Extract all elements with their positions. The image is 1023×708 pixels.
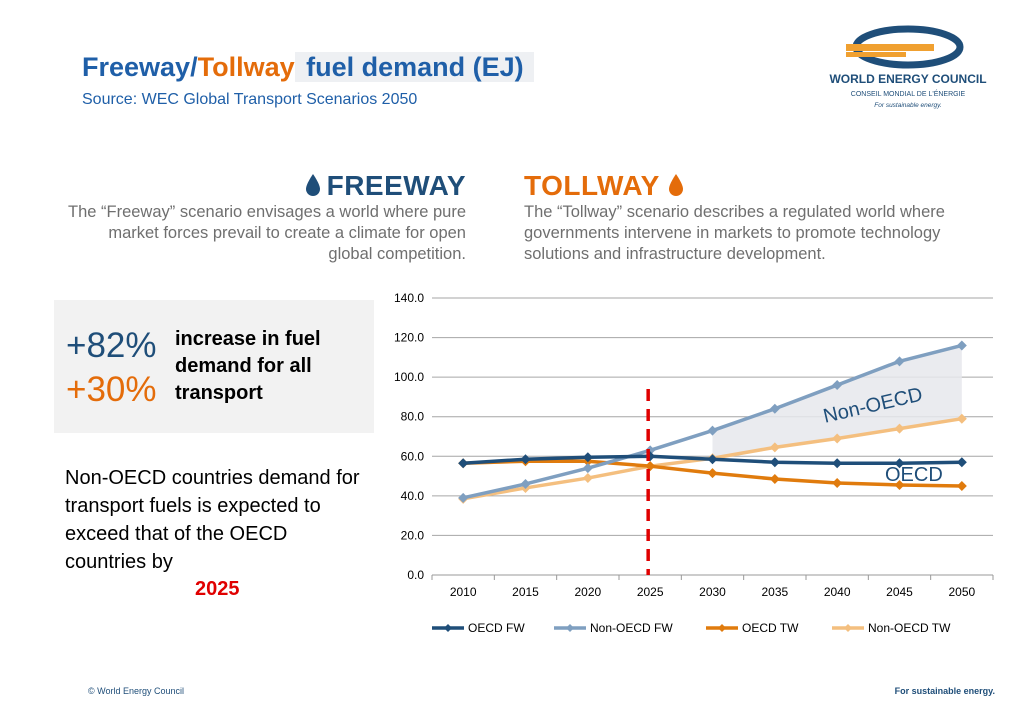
data-point — [956, 340, 967, 351]
data-point — [832, 433, 843, 444]
freeway-increase-pct: +82% — [66, 326, 157, 365]
legend-label: OECD TW — [742, 621, 799, 635]
x-tick-label: 2030 — [699, 585, 726, 599]
x-tick-label: 2015 — [512, 585, 539, 599]
data-point — [458, 492, 469, 503]
data-point — [645, 445, 656, 456]
page-subtitle: Source: WEC Global Transport Scenarios 2… — [82, 91, 418, 108]
fuel-demand-chart: 0.0 20.0 40.0 60.0 80.0 100.0 120.0 140.0 2010 20… — [394, 291, 994, 635]
stat-box: +82% +30% increase in fuel demand for al… — [54, 300, 374, 433]
tollway-heading: TOLLWAY — [524, 170, 660, 201]
data-point — [582, 452, 593, 463]
legend-label: Non-OECD FW — [590, 621, 673, 635]
tollway-heading-row: TOLLWAY — [524, 170, 964, 202]
title-tollway: Tollway — [197, 52, 295, 82]
data-point — [894, 356, 905, 367]
legend-marker — [566, 624, 574, 632]
data-point — [894, 423, 905, 434]
data-point — [832, 458, 843, 469]
legend-label: Non-OECD TW — [868, 621, 951, 635]
freeway-scenario: FREEWAY The “Freeway” scenario envisages… — [60, 170, 466, 265]
title-freeway: Freeway — [82, 52, 191, 82]
x-tick-label: 2020 — [574, 585, 601, 599]
y-tick-label: 0.0 — [407, 568, 424, 582]
tollway-increase-pct: +30% — [66, 370, 157, 409]
freeway-heading: FREEWAY — [326, 170, 466, 201]
data-point — [894, 479, 905, 490]
data-point — [894, 458, 905, 469]
footer-copyright: © World Energy Council — [88, 686, 185, 696]
y-tick-label: 100.0 — [394, 370, 424, 384]
legend-label: OECD FW — [468, 621, 525, 635]
annotation-oecd: OECD — [885, 464, 943, 486]
data-point — [956, 480, 967, 491]
logo-tagline: For sustainable energy. — [874, 102, 942, 109]
data-point — [956, 413, 967, 424]
data-point — [707, 425, 718, 436]
x-tick-label: 2010 — [450, 585, 477, 599]
increase-label: increase in fuel demand for all transpor… — [175, 328, 321, 404]
crossover-year: 2025 — [195, 578, 240, 600]
logo-name: WORLD ENERGY COUNCIL — [829, 72, 986, 86]
data-point — [956, 457, 967, 468]
data-point — [645, 451, 656, 462]
tollway-description: The “Tollway” scenario describes a regul… — [524, 203, 945, 263]
data-point — [707, 468, 718, 479]
data-point — [458, 458, 469, 469]
tollway-scenario: TOLLWAY The “Tollway” scenario describes… — [524, 170, 964, 265]
data-point — [582, 473, 593, 484]
freeway-description: The “Freeway” scenario envisages a world… — [67, 203, 466, 263]
page-title: Freeway/Tollway fuel demand (EJ) — [82, 52, 534, 83]
y-tick-label: 40.0 — [401, 489, 425, 503]
logo-sub: CONSEIL MONDIAL DE L'ÉNERGIE — [851, 89, 966, 98]
x-tick-label: 2045 — [886, 585, 913, 599]
x-tick-label: 2040 — [824, 585, 851, 599]
freeway-heading-row: FREEWAY — [60, 170, 466, 202]
data-point — [582, 463, 593, 474]
legend-marker — [718, 624, 726, 632]
legend-marker — [844, 624, 852, 632]
blue-drop-icon — [305, 174, 320, 196]
x-tick-label: 2050 — [948, 585, 975, 599]
title-slash: / — [190, 52, 198, 82]
x-tick-label: 2025 — [637, 585, 664, 599]
title-rest: fuel demand (EJ) — [294, 52, 534, 82]
x-tick-label: 2035 — [761, 585, 788, 599]
data-point — [769, 474, 780, 485]
orange-drop-icon — [668, 174, 683, 196]
wec-logo: WORLD ENERGY COUNCIL CONSEIL MONDIAL DE … — [829, 25, 987, 109]
data-point — [832, 477, 843, 488]
y-tick-label: 140.0 — [394, 291, 424, 305]
scenario-gap-area — [712, 345, 962, 459]
legend-marker — [444, 624, 452, 632]
data-point — [520, 454, 531, 465]
data-point — [707, 454, 718, 465]
data-point — [832, 380, 843, 391]
y-tick-label: 20.0 — [401, 528, 425, 542]
y-tick-label: 120.0 — [394, 331, 424, 345]
crossover-note: Non-OECD countries demand for transport … — [65, 467, 360, 573]
y-tick-label: 60.0 — [401, 449, 425, 463]
footer-tagline: For sustainable energy. — [894, 686, 995, 696]
data-point — [520, 478, 531, 489]
y-tick-label: 80.0 — [401, 410, 425, 424]
data-point — [769, 442, 780, 453]
data-point — [645, 461, 656, 472]
data-point — [769, 457, 780, 468]
wec-globe-icon — [846, 25, 964, 69]
data-point — [769, 403, 780, 414]
